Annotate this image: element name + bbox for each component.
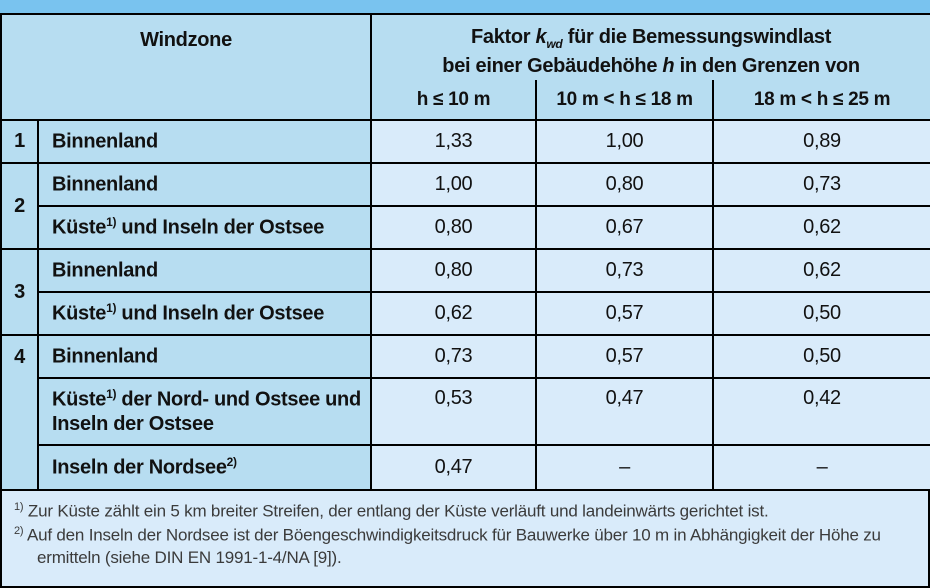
factor-value-cell: 0,80 xyxy=(370,248,538,294)
factor-value-cell: – xyxy=(535,444,715,492)
terrain-desc-cell: Küste1) der Nord- und Ostsee und Inseln … xyxy=(36,377,373,447)
factor-value-cell: 0,53 xyxy=(370,377,538,447)
zone-number-cell: 3 xyxy=(0,248,39,337)
terrain-desc-cell: Küste1) und Inseln der Ostsee xyxy=(36,205,373,251)
factor-value-cell: 0,62 xyxy=(712,248,930,294)
table-row: Küste1) und Inseln der Ostsee 0,80 0,67 … xyxy=(1,205,930,251)
footnote-marker: 1) xyxy=(14,501,24,514)
footnote-item: 1) Zur Küste zählt ein 5 km breiter Stre… xyxy=(14,500,916,523)
factor-value-cell: – xyxy=(712,444,930,492)
terrain-desc-cell: Inseln der Nordsee2) xyxy=(36,444,373,492)
table-row: Inseln der Nordsee2) 0,47 – – xyxy=(1,444,930,492)
h-variable: h xyxy=(662,54,675,77)
factor-value-cell: 0,89 xyxy=(712,119,930,165)
factor-value-cell: 0,47 xyxy=(535,377,715,447)
factor-value-cell: 0,42 xyxy=(712,377,930,447)
k-variable: k xyxy=(535,26,547,48)
terrain-desc-cell: Binnenland xyxy=(36,248,373,294)
factor-value-cell: 1,00 xyxy=(370,162,538,208)
table-row: 1 Binnenland 1,33 1,00 0,89 xyxy=(0,119,930,165)
table-row: 3 Binnenland 0,80 0,73 0,62 xyxy=(0,248,930,337)
factor-value-cell: 0,73 xyxy=(370,334,538,380)
footnote-ref: 2) xyxy=(226,455,237,470)
windzone-header-cell: Windzone xyxy=(0,12,373,122)
terrain-desc-cell: Binnenland xyxy=(36,334,373,380)
terrain-desc-cell: Binnenland xyxy=(36,162,373,208)
zone-number-cell: 1 xyxy=(0,119,39,165)
faktor-title-line1: Faktor kwd für die Bemessungswindlast xyxy=(470,26,832,51)
factor-value-cell: 0,50 xyxy=(712,334,930,380)
faktor-title-line2: bei einer Gebäudehöhe h in den Grenzen v… xyxy=(442,54,860,77)
windzone-factor-table: Windzone Faktor kwd für die Bemessungswi… xyxy=(0,12,930,492)
faktor-header-cell: Faktor kwd für die Bemessungswindlast be… xyxy=(370,12,930,81)
factor-value-cell: 1,00 xyxy=(535,119,715,165)
height-col-header-1: h ≤ 10 m xyxy=(370,80,538,122)
height-col-header-3: 18 m < h ≤ 25 m xyxy=(712,80,930,122)
height-col-header-2: 10 m < h ≤ 18 m xyxy=(535,80,715,122)
zone-number-cell: 4 xyxy=(0,334,39,492)
table-row: Küste1) und Inseln der Ostsee 0,62 0,57 … xyxy=(1,291,930,337)
k-subscript: wd xyxy=(546,37,563,51)
factor-value-cell: 0,50 xyxy=(712,291,930,337)
factor-value-cell: 0,47 xyxy=(370,444,538,492)
table-row: 4 Binnenland 0,73 0,57 0,50 xyxy=(0,334,930,492)
factor-value-cell: 0,73 xyxy=(712,162,930,208)
footnote-ref: 1) xyxy=(106,387,117,402)
footnote-marker: 2) xyxy=(14,524,24,537)
footnote-ref: 1) xyxy=(106,215,117,230)
terrain-desc-cell: Küste1) und Inseln der Ostsee xyxy=(36,291,373,337)
zone-number-cell: 2 xyxy=(0,162,39,251)
footnote-text: Auf den Inseln der Nordsee ist der Böeng… xyxy=(23,525,881,568)
factor-value-cell: 0,73 xyxy=(535,248,715,294)
top-accent-bar xyxy=(0,0,930,13)
factor-value-cell: 0,80 xyxy=(370,205,538,251)
factor-value-cell: 0,57 xyxy=(535,291,715,337)
factor-value-cell: 0,62 xyxy=(370,291,538,337)
table-row: Küste1) der Nord- und Ostsee und Inseln … xyxy=(1,377,930,447)
terrain-desc-cell: Binnenland xyxy=(36,119,373,165)
factor-value-cell: 0,67 xyxy=(535,205,715,251)
footnote-text: Zur Küste zählt ein 5 km breiter Streife… xyxy=(23,501,769,521)
table-row: 2 Binnenland 1,00 0,80 0,73 xyxy=(0,162,930,251)
footnotes-section: 1) Zur Küste zählt ein 5 km breiter Stre… xyxy=(0,491,930,588)
factor-value-cell: 0,57 xyxy=(535,334,715,380)
footnote-item: 2) Auf den Inseln der Nordsee ist der Bö… xyxy=(14,524,916,570)
factor-value-cell: 0,80 xyxy=(535,162,715,208)
factor-value-cell: 0,62 xyxy=(712,205,930,251)
footnote-ref: 1) xyxy=(106,301,117,316)
factor-value-cell: 1,33 xyxy=(370,119,538,165)
